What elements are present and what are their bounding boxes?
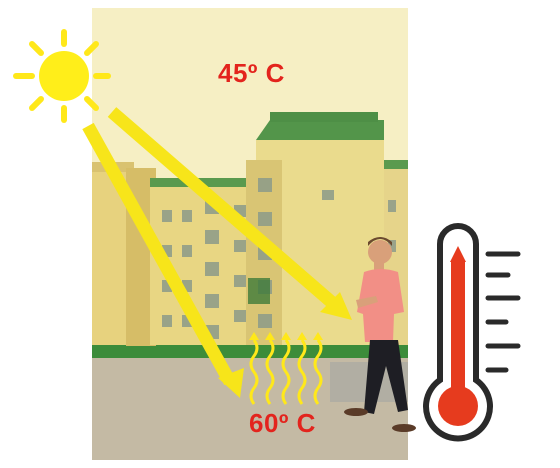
ground-temperature-label: 60º C: [249, 408, 316, 438]
thermometer-icon: [423, 223, 521, 442]
heat-waves-icon: [249, 332, 323, 405]
air-temperature-label: 45º C: [218, 58, 285, 88]
person: [344, 237, 416, 432]
sun-rays: [82, 107, 352, 398]
sun-icon: [13, 29, 111, 123]
sun-ray-arrow-ground: [82, 122, 244, 398]
sun-ray-arrow-building: [107, 107, 352, 320]
